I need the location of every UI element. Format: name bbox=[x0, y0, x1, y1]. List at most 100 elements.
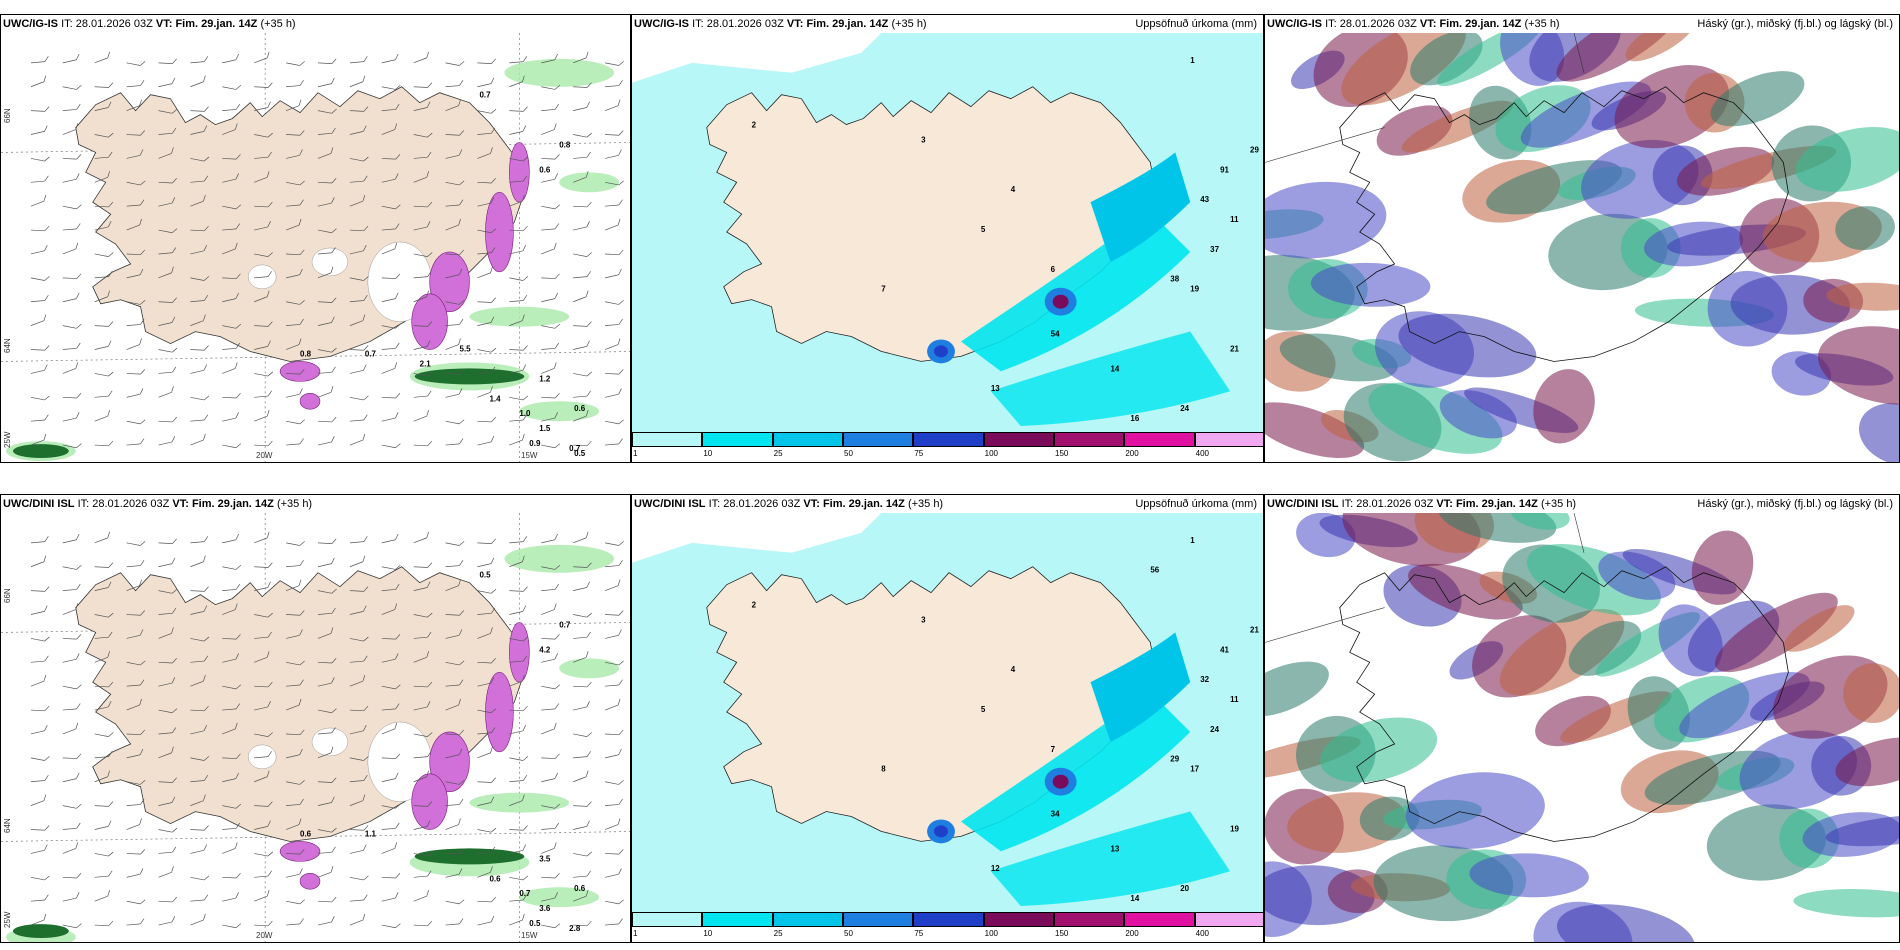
wind-barb bbox=[94, 920, 114, 927]
wind-barb bbox=[158, 538, 177, 544]
precip-value-label: 17 bbox=[1190, 765, 1199, 774]
wind-barb bbox=[190, 56, 209, 64]
wind-barb bbox=[158, 607, 177, 615]
lat-label: 64N bbox=[3, 338, 12, 353]
wind-barb bbox=[126, 80, 145, 88]
wind-barb bbox=[445, 388, 463, 398]
wind-barb bbox=[222, 223, 241, 231]
cloud-layer bbox=[1408, 563, 1523, 620]
precip-map[interactable]: 1 2 3 4 5 7 8 11 12 13 14 17 19 20 21 24 29 32 34 41 56 bbox=[632, 513, 1263, 912]
wind-barb bbox=[286, 438, 304, 446]
wind-barb bbox=[158, 846, 177, 854]
precip-value-label: 7 bbox=[1051, 745, 1056, 754]
cloud-map[interactable] bbox=[1265, 33, 1899, 462]
wind-barb bbox=[190, 655, 209, 663]
precip-value-label: 29 bbox=[1250, 145, 1259, 154]
wind-barb bbox=[286, 268, 303, 279]
panel-header: UWC/DINI ISL IT: 28.01.2026 03Z VT: Fim.… bbox=[3, 498, 313, 510]
wind-barb bbox=[413, 701, 431, 711]
wind-barb bbox=[317, 77, 335, 88]
wind-barb bbox=[604, 99, 621, 111]
wind-barb bbox=[445, 149, 463, 159]
iceland-outline bbox=[1339, 566, 1789, 842]
lat-label: 25W bbox=[3, 431, 12, 448]
wind-barb bbox=[222, 583, 241, 591]
wind-barb bbox=[285, 338, 302, 350]
wind-barb bbox=[158, 316, 176, 326]
panel-header: UWC/IG-IS IT: 28.01.2026 03Z VT: Fim. 29… bbox=[632, 15, 1263, 33]
snow-value-label: 1.1 bbox=[365, 829, 377, 838]
map-svg-d: 0.5 0.7 4.2 0.6 1.1 3.5 0.6 0.7 0.6 3.6 0.5 2.8 bbox=[1, 513, 630, 942]
wind-barb bbox=[286, 918, 304, 926]
wind-barb bbox=[286, 199, 304, 207]
wind-barb bbox=[158, 58, 177, 64]
wind-barb bbox=[349, 225, 369, 232]
cloud-layer bbox=[1835, 206, 1895, 251]
snow-area-purple bbox=[279, 361, 321, 382]
wind-barb bbox=[222, 242, 238, 255]
wind-barb bbox=[254, 732, 273, 737]
colorbar-tick-label: 150 bbox=[1055, 929, 1069, 938]
wind-barb bbox=[222, 533, 239, 544]
wind-barb bbox=[477, 297, 496, 303]
wind-barb bbox=[573, 201, 592, 208]
wind-barb bbox=[573, 410, 589, 422]
wind-barb bbox=[573, 870, 591, 878]
wind-barb bbox=[573, 612, 592, 618]
panel-header: UWC/DINI ISL IT: 28.01.2026 03Z VT: Fim.… bbox=[632, 495, 1263, 513]
wind-barb bbox=[573, 101, 590, 111]
wind-barb bbox=[349, 395, 369, 401]
wind-barb bbox=[222, 565, 242, 570]
wind-barb bbox=[477, 538, 496, 544]
wind-snow-map[interactable]: 0.7 0.8 0.6 0.8 0.7 1.2 1.4 1.0 0.6 1.5 0.9 0.7 0.5 2… bbox=[1, 33, 630, 462]
wind-barb bbox=[158, 916, 176, 926]
lon-label: 15W bbox=[521, 931, 538, 940]
precip-map[interactable]: 1 2 3 4 5 6 7 11 13 14 16 19 21 24 29 37 38 43 54 91 bbox=[632, 33, 1263, 432]
wind-barb bbox=[126, 99, 142, 111]
wind-barb bbox=[381, 173, 399, 183]
wind-barb bbox=[445, 818, 461, 830]
wind-barb bbox=[381, 412, 399, 422]
wind-barb bbox=[381, 822, 400, 830]
wind-barb bbox=[190, 75, 206, 88]
wind-barb bbox=[381, 753, 401, 759]
wind-barb bbox=[158, 366, 177, 374]
snow-value-label: 0.7 bbox=[365, 349, 377, 358]
wind-barb bbox=[349, 156, 369, 162]
panel-header: UWC/IG-IS IT: 28.01.2026 03Z VT: Fim. 29… bbox=[3, 18, 296, 30]
wind-barb bbox=[254, 132, 273, 138]
wind-barb bbox=[445, 80, 464, 88]
wind-barb bbox=[222, 822, 241, 830]
wind-barb bbox=[126, 268, 144, 279]
colorbar-segment bbox=[702, 432, 773, 447]
snow-area-light bbox=[559, 658, 620, 679]
wind-barb bbox=[605, 199, 623, 207]
wind-barb bbox=[190, 295, 209, 303]
wind-barb bbox=[126, 679, 145, 687]
precip-value-label: 41 bbox=[1220, 645, 1229, 654]
wind-barb bbox=[605, 80, 623, 88]
wind-barb bbox=[222, 292, 239, 303]
wind-snow-map[interactable]: 0.5 0.7 4.2 0.6 1.1 3.5 0.6 0.7 0.6 3.6 0.5 2.8 20W… bbox=[1, 513, 630, 942]
colorbar-segment bbox=[983, 912, 1054, 927]
wind-barb bbox=[254, 410, 270, 422]
wind-barb bbox=[317, 247, 336, 255]
precip-value-label: 3 bbox=[921, 135, 926, 144]
wind-barb bbox=[541, 292, 558, 303]
cloud-map[interactable] bbox=[1265, 513, 1899, 942]
wind-barb bbox=[573, 221, 590, 231]
wind-barb bbox=[317, 588, 337, 594]
wind-barb bbox=[541, 722, 557, 735]
wind-barb bbox=[381, 323, 401, 329]
wind-barb bbox=[413, 612, 433, 618]
wind-barb bbox=[413, 410, 429, 422]
wind-barb bbox=[62, 85, 82, 90]
wind-barb bbox=[541, 443, 561, 449]
wind-barb bbox=[445, 868, 463, 878]
wind-barb bbox=[62, 892, 80, 902]
wind-barb bbox=[509, 195, 525, 207]
precip-value-label: 54 bbox=[1051, 329, 1060, 338]
wind-barb bbox=[62, 273, 82, 279]
wind-barb bbox=[30, 75, 47, 88]
wind-barb bbox=[158, 197, 176, 207]
